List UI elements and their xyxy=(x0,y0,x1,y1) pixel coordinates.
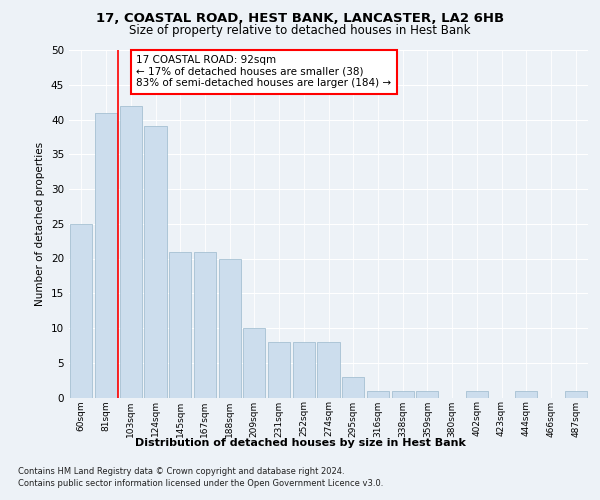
Bar xyxy=(218,258,241,398)
Text: Contains HM Land Registry data © Crown copyright and database right 2024.: Contains HM Land Registry data © Crown c… xyxy=(18,468,344,476)
Bar xyxy=(392,390,414,398)
Bar xyxy=(466,390,488,398)
Text: 17 COASTAL ROAD: 92sqm
← 17% of detached houses are smaller (38)
83% of semi-det: 17 COASTAL ROAD: 92sqm ← 17% of detached… xyxy=(136,55,392,88)
Bar xyxy=(515,390,538,398)
Bar xyxy=(367,390,389,398)
Bar xyxy=(119,106,142,398)
Bar xyxy=(268,342,290,398)
Bar xyxy=(95,112,117,398)
Bar xyxy=(416,390,439,398)
Text: Contains public sector information licensed under the Open Government Licence v3: Contains public sector information licen… xyxy=(18,479,383,488)
Text: 17, COASTAL ROAD, HEST BANK, LANCASTER, LA2 6HB: 17, COASTAL ROAD, HEST BANK, LANCASTER, … xyxy=(96,12,504,26)
Bar xyxy=(70,224,92,398)
Bar xyxy=(145,126,167,398)
Text: Size of property relative to detached houses in Hest Bank: Size of property relative to detached ho… xyxy=(129,24,471,37)
Bar xyxy=(194,252,216,398)
Bar xyxy=(243,328,265,398)
Bar xyxy=(317,342,340,398)
Bar xyxy=(293,342,315,398)
Y-axis label: Number of detached properties: Number of detached properties xyxy=(35,142,46,306)
Bar xyxy=(565,390,587,398)
Text: Distribution of detached houses by size in Hest Bank: Distribution of detached houses by size … xyxy=(134,438,466,448)
Bar xyxy=(169,252,191,398)
Bar xyxy=(342,376,364,398)
